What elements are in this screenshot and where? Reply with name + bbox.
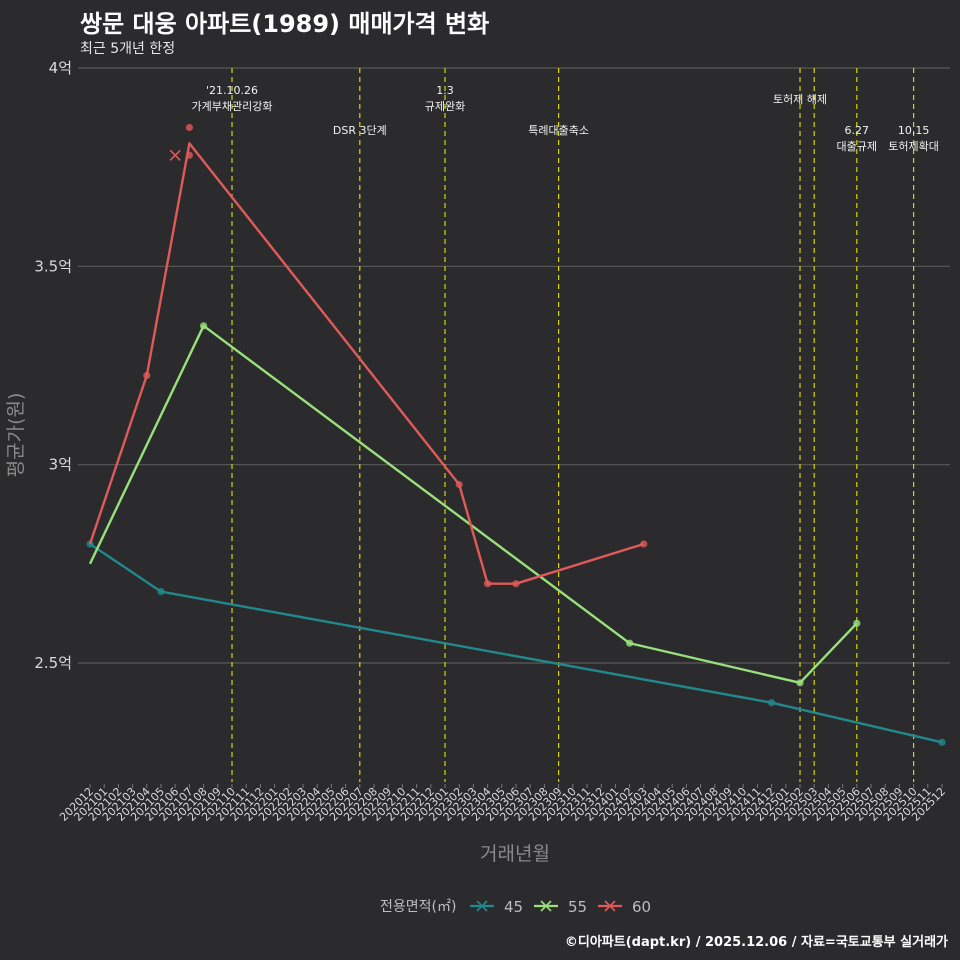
annotation-label: 10.15 xyxy=(898,124,930,137)
annotation-label: 특례대출축소 xyxy=(528,124,589,137)
data-point-45 xyxy=(157,588,165,596)
annotation-label: 규제완화 xyxy=(425,100,465,113)
x-ticks: 2020122021012021022021032021042021052021… xyxy=(57,784,948,824)
gridlines xyxy=(78,67,950,664)
legend-label: 60 xyxy=(632,898,651,916)
caption: ©디아파트(dapt.kr) / 2025.12.06 / 자료=국토교통부 실… xyxy=(564,935,948,950)
series-line-45 xyxy=(89,543,943,744)
legend-cross xyxy=(540,900,552,912)
legend-cross xyxy=(476,900,488,912)
data-point-60 xyxy=(185,123,193,132)
legend-item-60: 60 xyxy=(598,898,651,916)
data-point-60 xyxy=(185,151,193,159)
annotation-label: 대출규제 xyxy=(837,140,877,153)
legend-item-45: 45 xyxy=(470,898,523,916)
y-tick-label: 3억 xyxy=(49,456,72,474)
cross-stroke xyxy=(169,149,181,161)
series-line-55 xyxy=(88,324,858,684)
cross-point-60 xyxy=(169,149,181,161)
annotation-label: DSR 3단계 xyxy=(333,124,387,137)
data-point-60 xyxy=(143,371,151,380)
annotation-label: 1.3 xyxy=(436,84,454,97)
y-axis-title: 평균가(원) xyxy=(5,393,27,478)
y-tick-label: 4억 xyxy=(49,59,72,77)
series-line-60 xyxy=(88,142,645,585)
policy-vlines xyxy=(231,68,915,782)
chart-title: 쌍문 대웅 아파트(1989) 매매가격 변화 xyxy=(80,10,490,38)
annotation-label: '21.10.26 xyxy=(206,84,258,97)
legend-cross xyxy=(604,900,616,912)
y-tick-label: 2.5억 xyxy=(34,654,72,672)
annotation-label: 6.27 xyxy=(845,124,870,137)
legend: 전용면적(㎡) 45 55 60 xyxy=(380,898,651,916)
data-point-55 xyxy=(200,322,208,330)
legend-item-55: 55 xyxy=(534,898,587,916)
legend-label: 45 xyxy=(504,898,523,916)
data-point-60 xyxy=(455,480,463,489)
data-point-45 xyxy=(938,738,946,746)
y-ticks: 2.5억 3억 3.5억 4억 xyxy=(34,59,72,672)
data-point-55 xyxy=(853,619,861,627)
data-point-55 xyxy=(796,679,804,687)
annotation-label: 토허제 해제 xyxy=(773,92,827,106)
annotation-label: 가계부채관리강화 xyxy=(192,100,273,113)
data-point-60 xyxy=(484,580,492,588)
data-point-55 xyxy=(626,639,634,647)
x-axis-title: 거래년월 xyxy=(480,843,550,865)
series xyxy=(86,123,946,746)
chart-subtitle: 최근 5개년 한정 xyxy=(80,41,176,57)
data-point-45 xyxy=(768,699,776,707)
legend-title: 전용면적(㎡) xyxy=(380,899,456,915)
annotation-label: 토허제확대 xyxy=(888,140,939,153)
legend-label: 55 xyxy=(568,898,587,916)
data-point-60 xyxy=(640,540,648,548)
y-tick-label: 3.5억 xyxy=(34,257,72,275)
data-point-60 xyxy=(512,580,520,588)
